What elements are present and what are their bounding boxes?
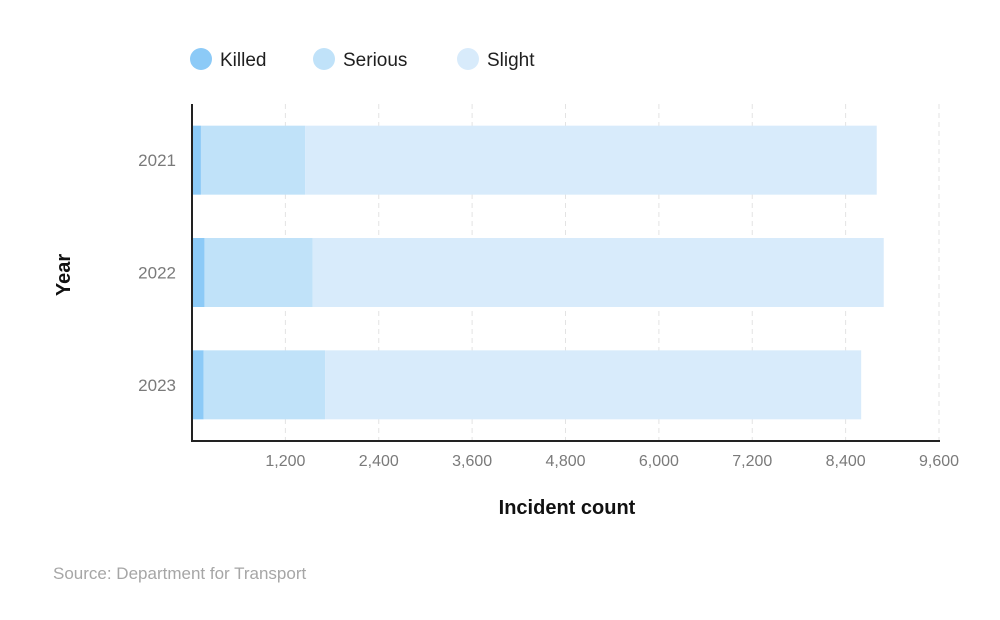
y-axis-title: Year xyxy=(53,254,75,296)
bar-2022-slight xyxy=(312,238,884,307)
bar-2022-serious xyxy=(204,238,313,307)
y-tick-label-2021: 2021 xyxy=(138,151,176,170)
x-tick-label-1200: 1,200 xyxy=(265,453,305,470)
x-tick-label-7200: 7,200 xyxy=(732,453,772,470)
legend: Killed Serious Slight xyxy=(190,48,535,71)
x-tick-label-4800: 4,800 xyxy=(545,453,585,470)
bar-2022-killed xyxy=(192,238,205,307)
legend-swatch-killed xyxy=(190,48,212,70)
legend-swatch-serious xyxy=(313,48,335,70)
x-tick-label-6000: 6,000 xyxy=(639,453,679,470)
x-tick-label-9600: 9,600 xyxy=(919,453,959,470)
x-tick-label-8400: 8,400 xyxy=(826,453,866,470)
bar-2021-killed xyxy=(192,125,201,195)
y-tick-label-2022: 2022 xyxy=(138,264,176,283)
axes xyxy=(191,104,940,442)
x-tick-label-2400: 2,400 xyxy=(359,453,399,470)
legend-label-serious: Serious xyxy=(343,50,407,71)
bars xyxy=(192,125,884,420)
x-axis-title: Incident count xyxy=(499,497,636,519)
bar-2023-killed xyxy=(192,350,204,420)
y-tick-labels: 2021 2022 2023 xyxy=(138,151,176,395)
source-note: Source: Department for Transport xyxy=(53,564,307,583)
x-tick-label-3600: 3,600 xyxy=(452,453,492,470)
bar-2021-serious xyxy=(200,125,306,195)
legend-label-killed: Killed xyxy=(220,50,266,71)
bar-2021-slight xyxy=(305,125,877,195)
bar-2023-slight xyxy=(325,350,862,420)
y-tick-label-2023: 2023 xyxy=(138,376,176,395)
bar-2023-serious xyxy=(203,350,326,420)
legend-label-slight: Slight xyxy=(487,50,535,71)
x-tick-labels: 1,200 2,400 3,600 4,800 6,000 7,200 8,400 9,600 xyxy=(265,453,959,470)
legend-swatch-slight xyxy=(457,48,479,70)
